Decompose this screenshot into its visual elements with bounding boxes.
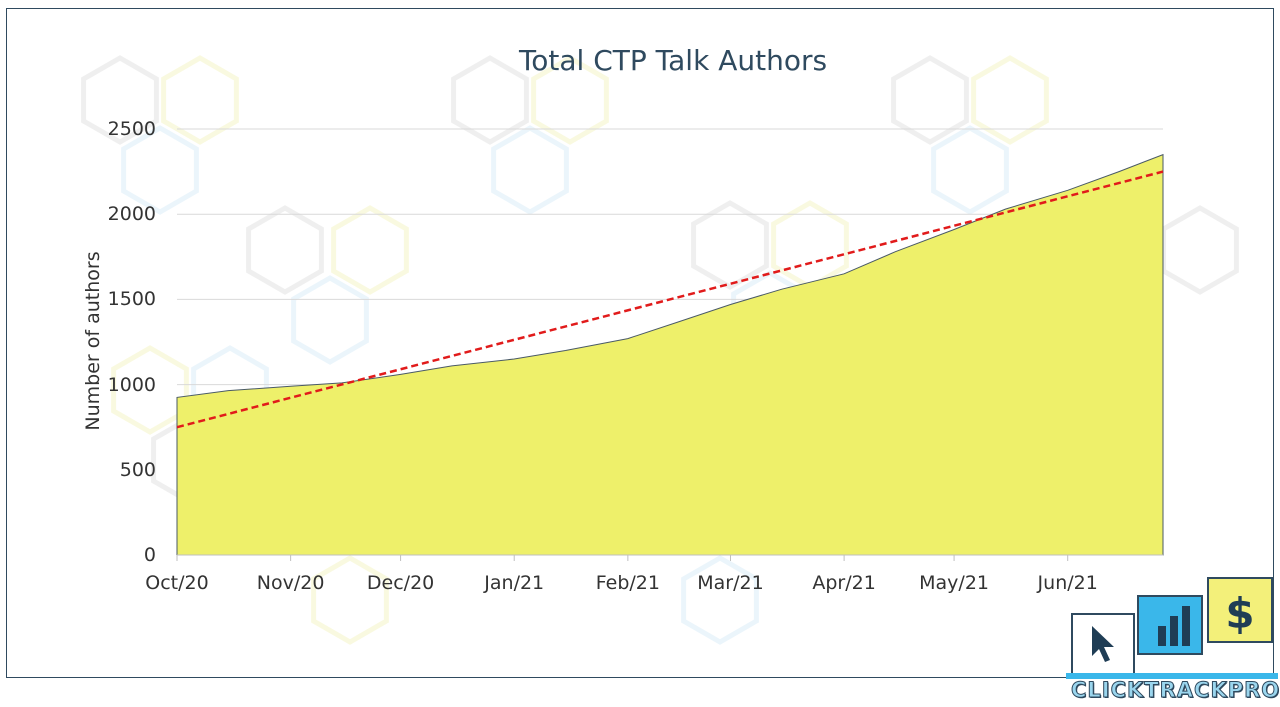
watermark-hexagon — [111, 345, 189, 435]
area-fill — [176, 153, 1164, 556]
watermark-hexagon — [81, 55, 159, 145]
y-tick-label: 1500 — [107, 288, 156, 311]
watermark-hexagon — [291, 275, 369, 365]
watermark-hexagon — [771, 200, 849, 290]
watermark-hexagon — [246, 205, 324, 295]
x-tick-label: Mar/21 — [697, 572, 764, 594]
watermark-hexagon — [491, 125, 569, 215]
chart-title: Total CTP Talk Authors — [518, 44, 828, 77]
clicktrackprofit-logo: $ — [1066, 577, 1278, 679]
watermark-hexagon — [1161, 205, 1239, 295]
watermark-hexagon — [451, 55, 529, 145]
watermark-hexagon — [531, 55, 609, 145]
dollar-icon: $ — [1225, 589, 1254, 638]
x-tick-label: Apr/21 — [812, 572, 876, 594]
x-tick-label: May/21 — [919, 572, 989, 594]
watermark-hexagon — [931, 125, 1009, 215]
x-tick-label: Nov/20 — [256, 572, 325, 594]
y-tick-label: 500 — [119, 458, 156, 481]
y-tick-label: 2000 — [107, 203, 156, 226]
x-axis — [176, 554, 1163, 561]
watermark-hexagon — [331, 205, 409, 295]
watermark-hexagon — [161, 55, 239, 145]
trendline — [176, 170, 1164, 429]
x-tick-label: Dec/20 — [366, 572, 435, 594]
area-series — [176, 153, 1164, 556]
bar-chart-icon — [1158, 606, 1190, 646]
y-axis-label: Number of authors — [82, 251, 104, 431]
watermark-hexagon — [681, 555, 759, 645]
x-tick-label: Oct/20 — [145, 572, 209, 594]
trendline-series — [176, 170, 1164, 429]
x-tick-label: Jan/21 — [484, 572, 545, 594]
cursor-icon — [1092, 626, 1114, 662]
watermark-hexagon — [121, 125, 199, 215]
watermark-hexagon — [311, 555, 389, 645]
watermark-hexagon — [691, 200, 769, 290]
y-tick-label: 0 — [143, 544, 156, 566]
y-tick-label: 1000 — [107, 373, 156, 396]
watermark-hexagon — [891, 55, 969, 145]
watermark-hexagon — [971, 55, 1049, 145]
logo-text: CLICKTRACKPROFIT — [1071, 678, 1280, 703]
dollar-tile — [1207, 577, 1273, 643]
x-tick-label: Jun/21 — [1037, 572, 1098, 594]
x-tick-label: Feb/21 — [595, 572, 660, 594]
y-tick-label: 2500 — [107, 118, 156, 140]
